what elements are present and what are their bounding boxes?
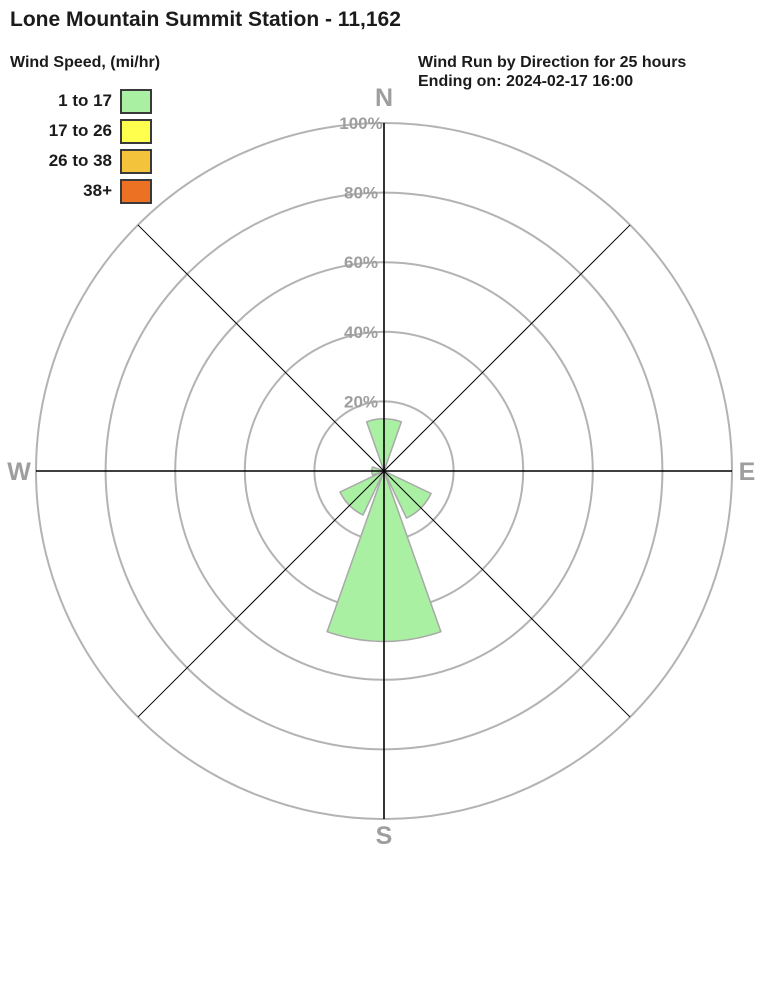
ring-label-40: 40% xyxy=(344,323,378,342)
legend-label: 1 to 17 xyxy=(58,91,112,110)
legend-row: 1 to 17 xyxy=(10,86,210,116)
page-title: Lone Mountain Summit Station - 11,162 xyxy=(10,8,401,31)
legend-row: 17 to 26 xyxy=(10,116,210,146)
compass-label-N: N xyxy=(375,84,393,112)
compass-label-E: E xyxy=(739,458,756,486)
ring-label-20: 20% xyxy=(344,392,378,411)
legend-swatch xyxy=(120,118,152,144)
compass-label-W: W xyxy=(7,458,31,486)
legend-swatch xyxy=(120,148,152,174)
chart-subtitle: Wind Run by Direction for 25 hours xyxy=(418,54,687,71)
legend-label: 17 to 26 xyxy=(48,121,112,140)
wind-speed-legend: Wind Speed, (mi/hr) 1 to 17 17 to 26 26 to… xyxy=(10,54,210,206)
compass-label-S: S xyxy=(376,822,393,850)
chart-ending-time: Ending on: 2024-02-17 16:00 xyxy=(418,73,634,90)
legend-swatch xyxy=(120,88,152,114)
ring-label-60: 60% xyxy=(344,253,378,272)
legend-items: 1 to 17 17 to 26 26 to 38 38+ xyxy=(10,86,210,206)
chart-info: Wind Run by Direction for 25 hours Endin… xyxy=(418,53,748,91)
ring-label-100: 100% xyxy=(339,114,382,133)
legend-label: 26 to 38 xyxy=(48,151,112,170)
legend-row: 38+ xyxy=(10,176,210,206)
ring-label-80: 80% xyxy=(344,184,378,203)
legend-row: 26 to 38 xyxy=(10,146,210,176)
legend-title: Wind Speed, (mi/hr) xyxy=(10,54,161,71)
legend-swatch xyxy=(120,178,152,204)
legend-label: 38+ xyxy=(83,181,112,200)
